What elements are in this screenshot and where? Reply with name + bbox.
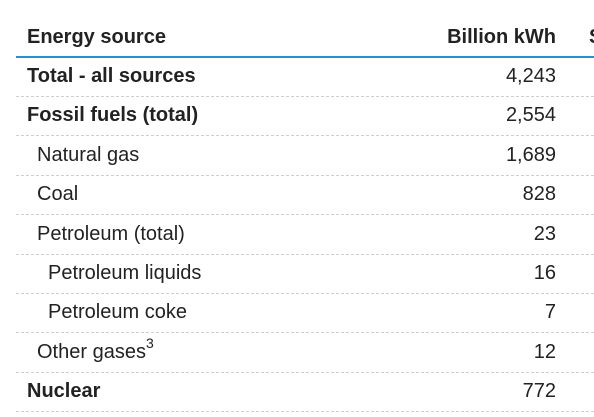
row-value: 23	[533, 222, 556, 245]
row-separator	[16, 293, 594, 294]
row-value: 2,554	[505, 104, 556, 127]
label-text: Other gases	[37, 340, 146, 363]
row-label: Fossil fuels (total)	[27, 103, 198, 127]
label-text: Petroleum coke	[48, 301, 187, 324]
row-label: Petroleum (total)	[37, 222, 185, 246]
label-text: Fossil fuels (total)	[27, 104, 199, 127]
row-separator	[16, 135, 594, 137]
footnote: 3	[145, 335, 154, 352]
column-header: Energy source	[27, 26, 166, 48]
row-label: Nuclear	[27, 379, 100, 403]
row-label: Other gases3	[37, 336, 154, 364]
label-text: Natural gas	[37, 143, 140, 166]
row-value: 4,243	[505, 65, 556, 87]
column-header: Billion kWh	[447, 26, 556, 48]
row-label: Petroleum coke	[48, 300, 187, 324]
row-value: 1,689	[505, 143, 556, 166]
row-value: 828	[522, 183, 556, 206]
header-rule	[16, 56, 594, 58]
row-value: 12	[533, 340, 556, 363]
row-label: Total - all sources	[27, 64, 196, 88]
row-value: 16	[533, 262, 556, 284]
row-label: Natural gas	[37, 143, 139, 167]
label-text: Total - all sources	[27, 65, 196, 87]
row-label: Petroleum liquids	[48, 261, 201, 285]
label-text: Petroleum liquids	[48, 262, 202, 284]
label-text: Nuclear	[27, 380, 101, 403]
row-value: 772	[522, 380, 556, 403]
row-separator	[16, 411, 594, 413]
row-value: 7	[544, 301, 556, 324]
column-header: S	[589, 25, 594, 49]
row-separator	[16, 96, 594, 97]
row-separator	[16, 174, 594, 176]
label-text: Coal	[37, 183, 79, 206]
row-separator	[16, 371, 594, 373]
row-separator	[16, 332, 594, 334]
row-separator	[16, 253, 594, 255]
label-text: Petroleum (total)	[37, 222, 185, 245]
row-separator	[16, 214, 594, 216]
row-label: Coal	[37, 182, 78, 206]
